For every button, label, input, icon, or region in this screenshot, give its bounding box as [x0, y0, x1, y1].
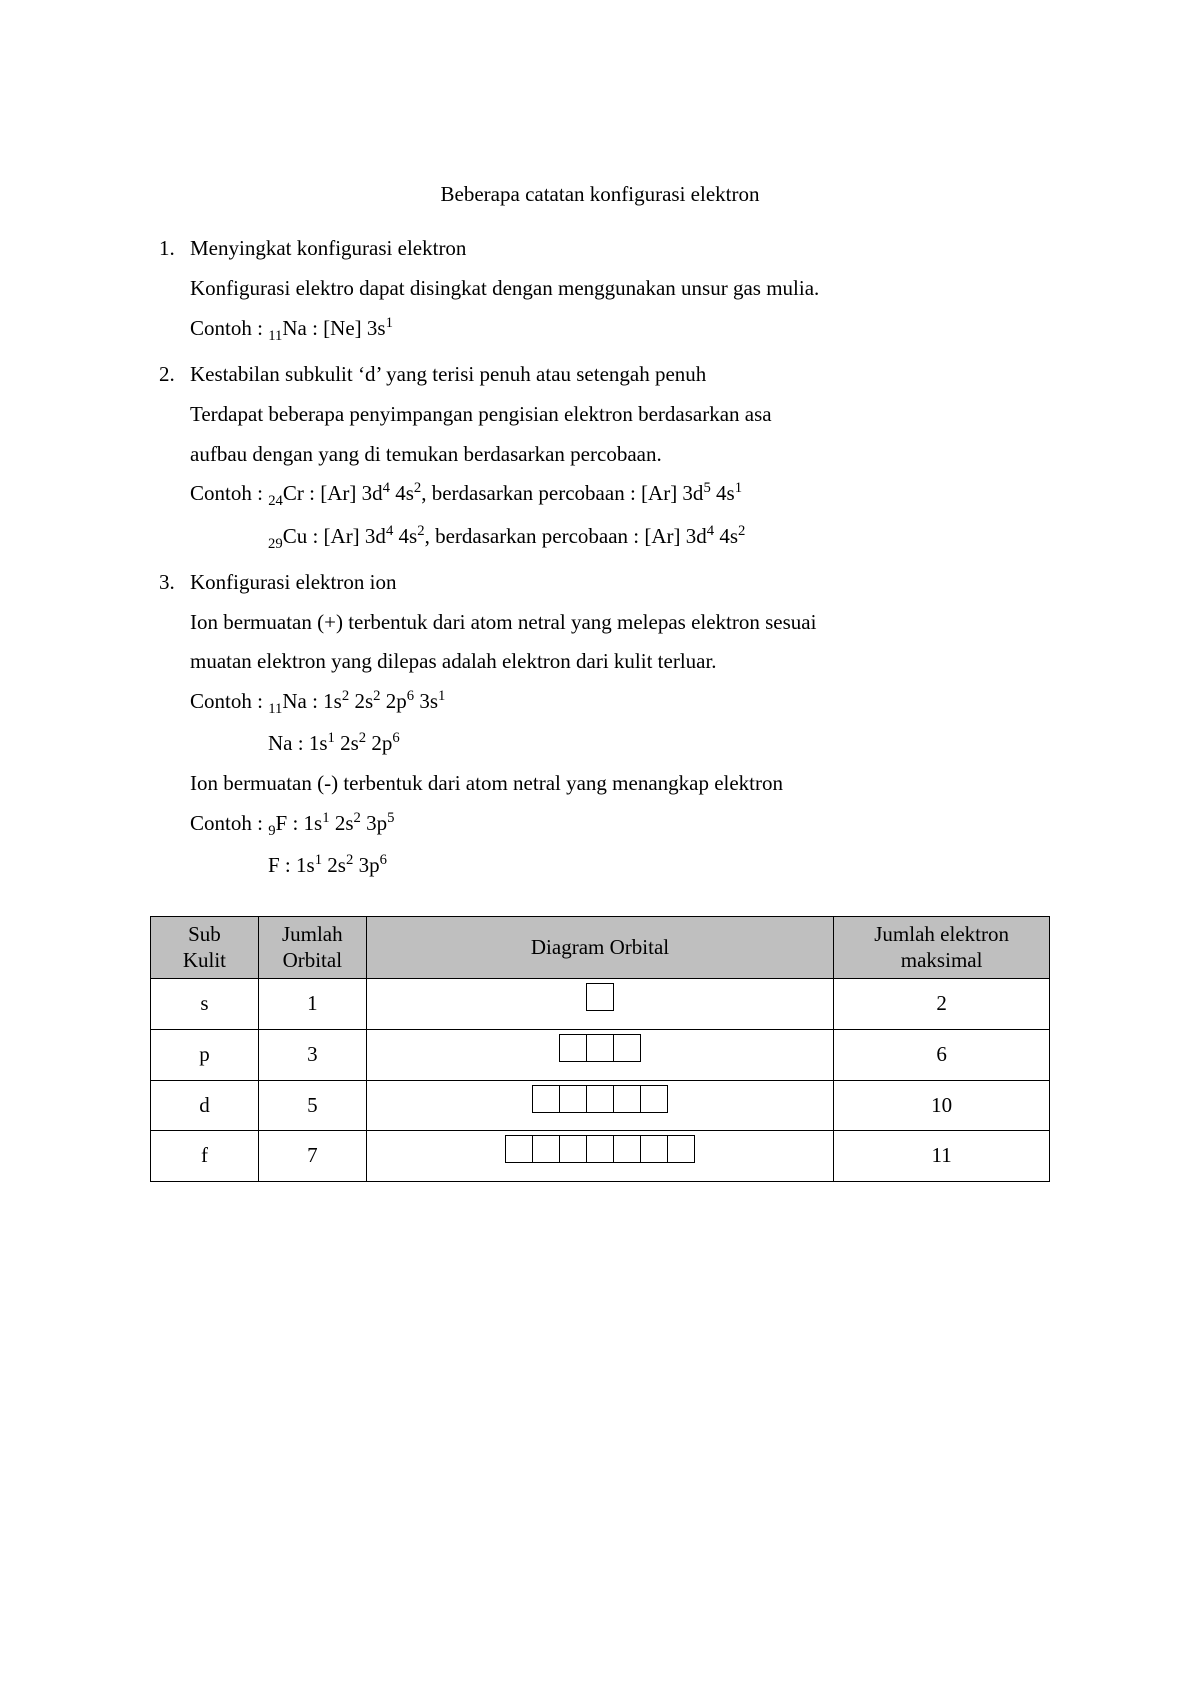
orbital-box — [640, 1085, 668, 1113]
cell-orbital-diagram — [366, 1029, 833, 1080]
orbital-box — [559, 1135, 587, 1163]
item-line: aufbau dengan yang di temukan berdasarka… — [190, 435, 1050, 475]
orbital-box — [532, 1135, 560, 1163]
orbital-box — [667, 1135, 695, 1163]
table-header-cell: Jumlah elektronmaksimal — [834, 917, 1050, 979]
orbital-box — [559, 1085, 587, 1113]
cell-subkulit: f — [151, 1131, 259, 1182]
cell-orbital-count: 5 — [258, 1080, 366, 1131]
orbital-table: SubKulitJumlahOrbitalDiagram OrbitalJuml… — [150, 916, 1050, 1182]
cell-orbital-diagram — [366, 1080, 833, 1131]
item-line: Konfigurasi elektro dapat disingkat deng… — [190, 269, 1050, 309]
cell-orbital-diagram — [366, 978, 833, 1029]
cell-subkulit: s — [151, 978, 259, 1029]
orbital-boxes — [559, 1034, 641, 1062]
table-header-row: SubKulitJumlahOrbitalDiagram OrbitalJuml… — [151, 917, 1050, 979]
orbital-box — [586, 983, 614, 1011]
list-item: Menyingkat konfigurasi elektron Konfigura… — [180, 229, 1050, 351]
table-row: f7 11 — [151, 1131, 1050, 1182]
cell-orbital-count: 3 — [258, 1029, 366, 1080]
cell-max-electrons: 2 — [834, 978, 1050, 1029]
item-line: Contoh : 11Na : [Ne] 3s1 — [190, 309, 1050, 351]
list-item: Konfigurasi elektron ion Ion bermuatan (+… — [180, 563, 1050, 887]
cell-subkulit: d — [151, 1080, 259, 1131]
cell-orbital-count: 7 — [258, 1131, 366, 1182]
orbital-boxes — [532, 1085, 668, 1113]
orbital-box — [640, 1135, 668, 1163]
cell-orbital-diagram — [366, 1131, 833, 1182]
item-line: muatan elektron yang dilepas adalah elek… — [190, 642, 1050, 682]
table-header-cell: SubKulit — [151, 917, 259, 979]
item-line: Contoh : 11Na : 1s2 2s2 2p6 3s1 — [190, 682, 1050, 724]
cell-max-electrons: 10 — [834, 1080, 1050, 1131]
table-header-cell: Diagram Orbital — [366, 917, 833, 979]
cell-subkulit: p — [151, 1029, 259, 1080]
item-line: Ion bermuatan (-) terbentuk dari atom ne… — [190, 764, 1050, 804]
item-heading: Konfigurasi elektron ion — [190, 570, 396, 594]
orbital-box — [532, 1085, 560, 1113]
orbital-boxes — [505, 1135, 695, 1163]
item-line: Na : 1s1 2s2 2p6 — [190, 724, 1050, 764]
orbital-box — [613, 1135, 641, 1163]
table-header-cell: JumlahOrbital — [258, 917, 366, 979]
item-heading: Menyingkat konfigurasi elektron — [190, 236, 466, 260]
item-line: Terdapat beberapa penyimpangan pengisian… — [190, 395, 1050, 435]
page-title: Beberapa catatan konfigurasi elektron — [150, 175, 1050, 215]
item-line: Contoh : 9F : 1s1 2s2 3p5 — [190, 804, 1050, 846]
item-line: F : 1s1 2s2 3p6 — [190, 846, 1050, 886]
table-row: d5 10 — [151, 1080, 1050, 1131]
orbital-box — [613, 1034, 641, 1062]
orbital-box — [586, 1085, 614, 1113]
orbital-box — [613, 1085, 641, 1113]
orbital-box — [559, 1034, 587, 1062]
orbital-box — [505, 1135, 533, 1163]
cell-max-electrons: 6 — [834, 1029, 1050, 1080]
list-item: Kestabilan subkulit ‘d’ yang terisi penu… — [180, 355, 1050, 559]
orbital-box — [586, 1034, 614, 1062]
orbital-boxes — [586, 983, 614, 1011]
item-line: Contoh : 24Cr : [Ar] 3d4 4s2, berdasarka… — [190, 474, 1050, 516]
table-row: s1 2 — [151, 978, 1050, 1029]
orbital-box — [586, 1135, 614, 1163]
table-row: p3 6 — [151, 1029, 1050, 1080]
item-line: Ion bermuatan (+) terbentuk dari atom ne… — [190, 603, 1050, 643]
item-heading: Kestabilan subkulit ‘d’ yang terisi penu… — [190, 362, 706, 386]
cell-orbital-count: 1 — [258, 978, 366, 1029]
item-line: 29Cu : [Ar] 3d4 4s2, berdasarkan percoba… — [190, 517, 1050, 559]
notes-list: Menyingkat konfigurasi elektron Konfigura… — [150, 229, 1050, 886]
cell-max-electrons: 11 — [834, 1131, 1050, 1182]
